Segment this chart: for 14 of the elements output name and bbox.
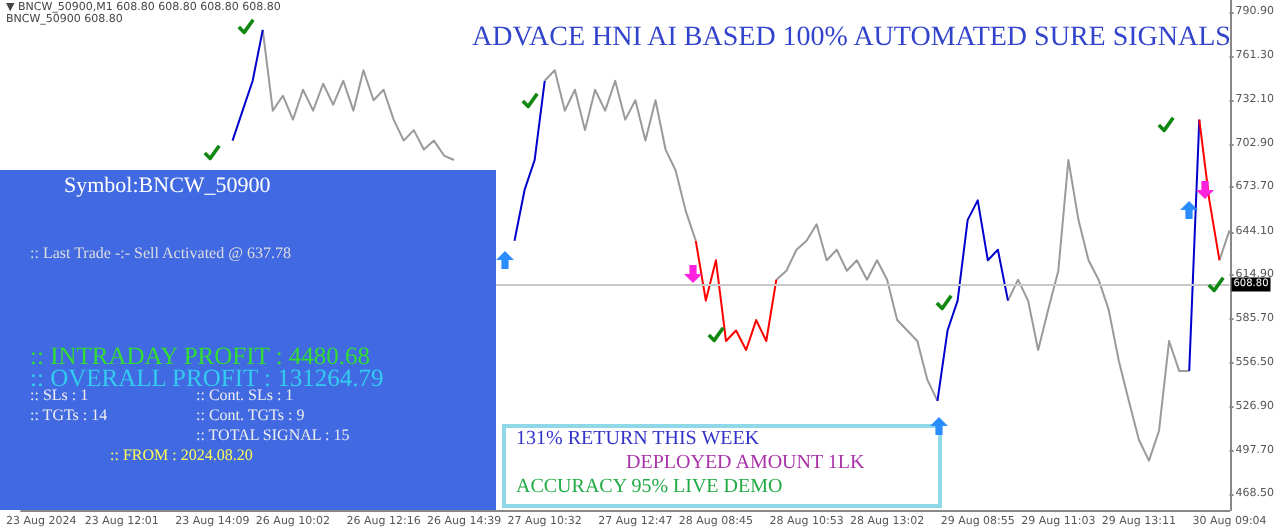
annotation: ACCURACY 95% LIVE DEMO [516,476,783,498]
annotation: :: SLs : 1 [30,386,89,404]
annotation: :: TOTAL SIGNAL : 15 [196,426,350,444]
annotation: :: Cont. TGTs : 9 [196,406,305,424]
annotation: :: Cont. SLs : 1 [196,386,294,404]
annotation: :: TGTs : 14 [30,406,108,424]
annotation: :: Last Trade -:- Sell Activated @ 637.78 [30,244,291,262]
annotation: Symbol:BNCW_50900 [64,174,271,198]
annotation: :: INTRADAY PROFIT : 4480.68 [30,342,371,370]
annotation: 131% RETURN THIS WEEK [516,428,760,450]
annotation: :: FROM : 2024.08.20 [110,446,253,464]
text: ADVACE HNI AI BASED 100% AUTOMATED SURE SIGNALS [472,23,1231,53]
annotation: :: OVERALL PROFIT : 131264.79 [30,364,384,392]
annotation: DEPLOYED AMOUNT 1LK [626,452,865,474]
